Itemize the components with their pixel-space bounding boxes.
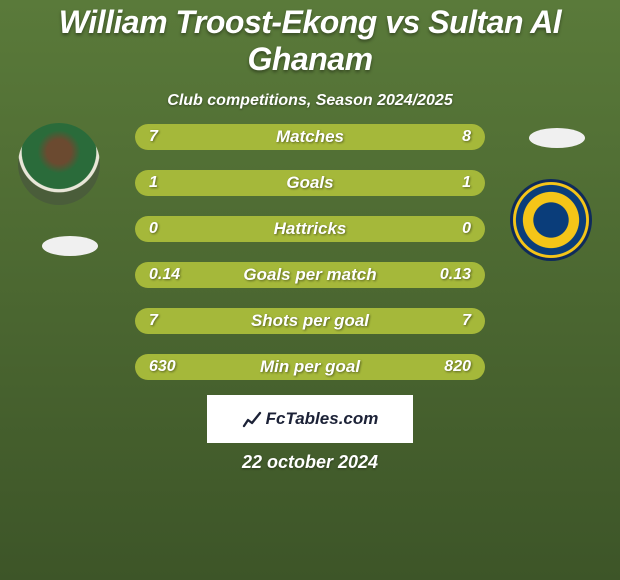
subtitle: Club competitions, Season 2024/2025: [0, 92, 620, 110]
stat-label: Min per goal: [135, 354, 485, 380]
stat-row: 11Goals: [135, 170, 485, 196]
stat-label: Goals per match: [135, 262, 485, 288]
player-left-avatar: [18, 123, 100, 205]
brand-text: FcTables.com: [266, 409, 379, 429]
stat-row: 630820Min per goal: [135, 354, 485, 380]
stat-label: Shots per goal: [135, 308, 485, 334]
stat-row: 00Hattricks: [135, 216, 485, 242]
page-title: William Troost-Ekong vs Sultan Al Ghanam: [0, 4, 620, 78]
stat-row: 0.140.13Goals per match: [135, 262, 485, 288]
stats-list: 78Matches 11Goals 00Hattricks 0.140.13Goals…: [135, 124, 485, 400]
player-left-flag: [42, 236, 98, 256]
chart-icon: [242, 409, 262, 429]
stat-label: Matches: [135, 124, 485, 150]
stat-row: 78Matches: [135, 124, 485, 150]
stat-label: Hattricks: [135, 216, 485, 242]
stat-row: 77Shots per goal: [135, 308, 485, 334]
player-right-flag: [529, 128, 585, 148]
fctables-brand-badge: FcTables.com: [207, 395, 413, 443]
date: 22 october 2024: [0, 452, 620, 473]
stat-label: Goals: [135, 170, 485, 196]
comparison-card: William Troost-Ekong vs Sultan Al Ghanam…: [0, 0, 620, 580]
player-right-club-crest: [510, 179, 592, 261]
